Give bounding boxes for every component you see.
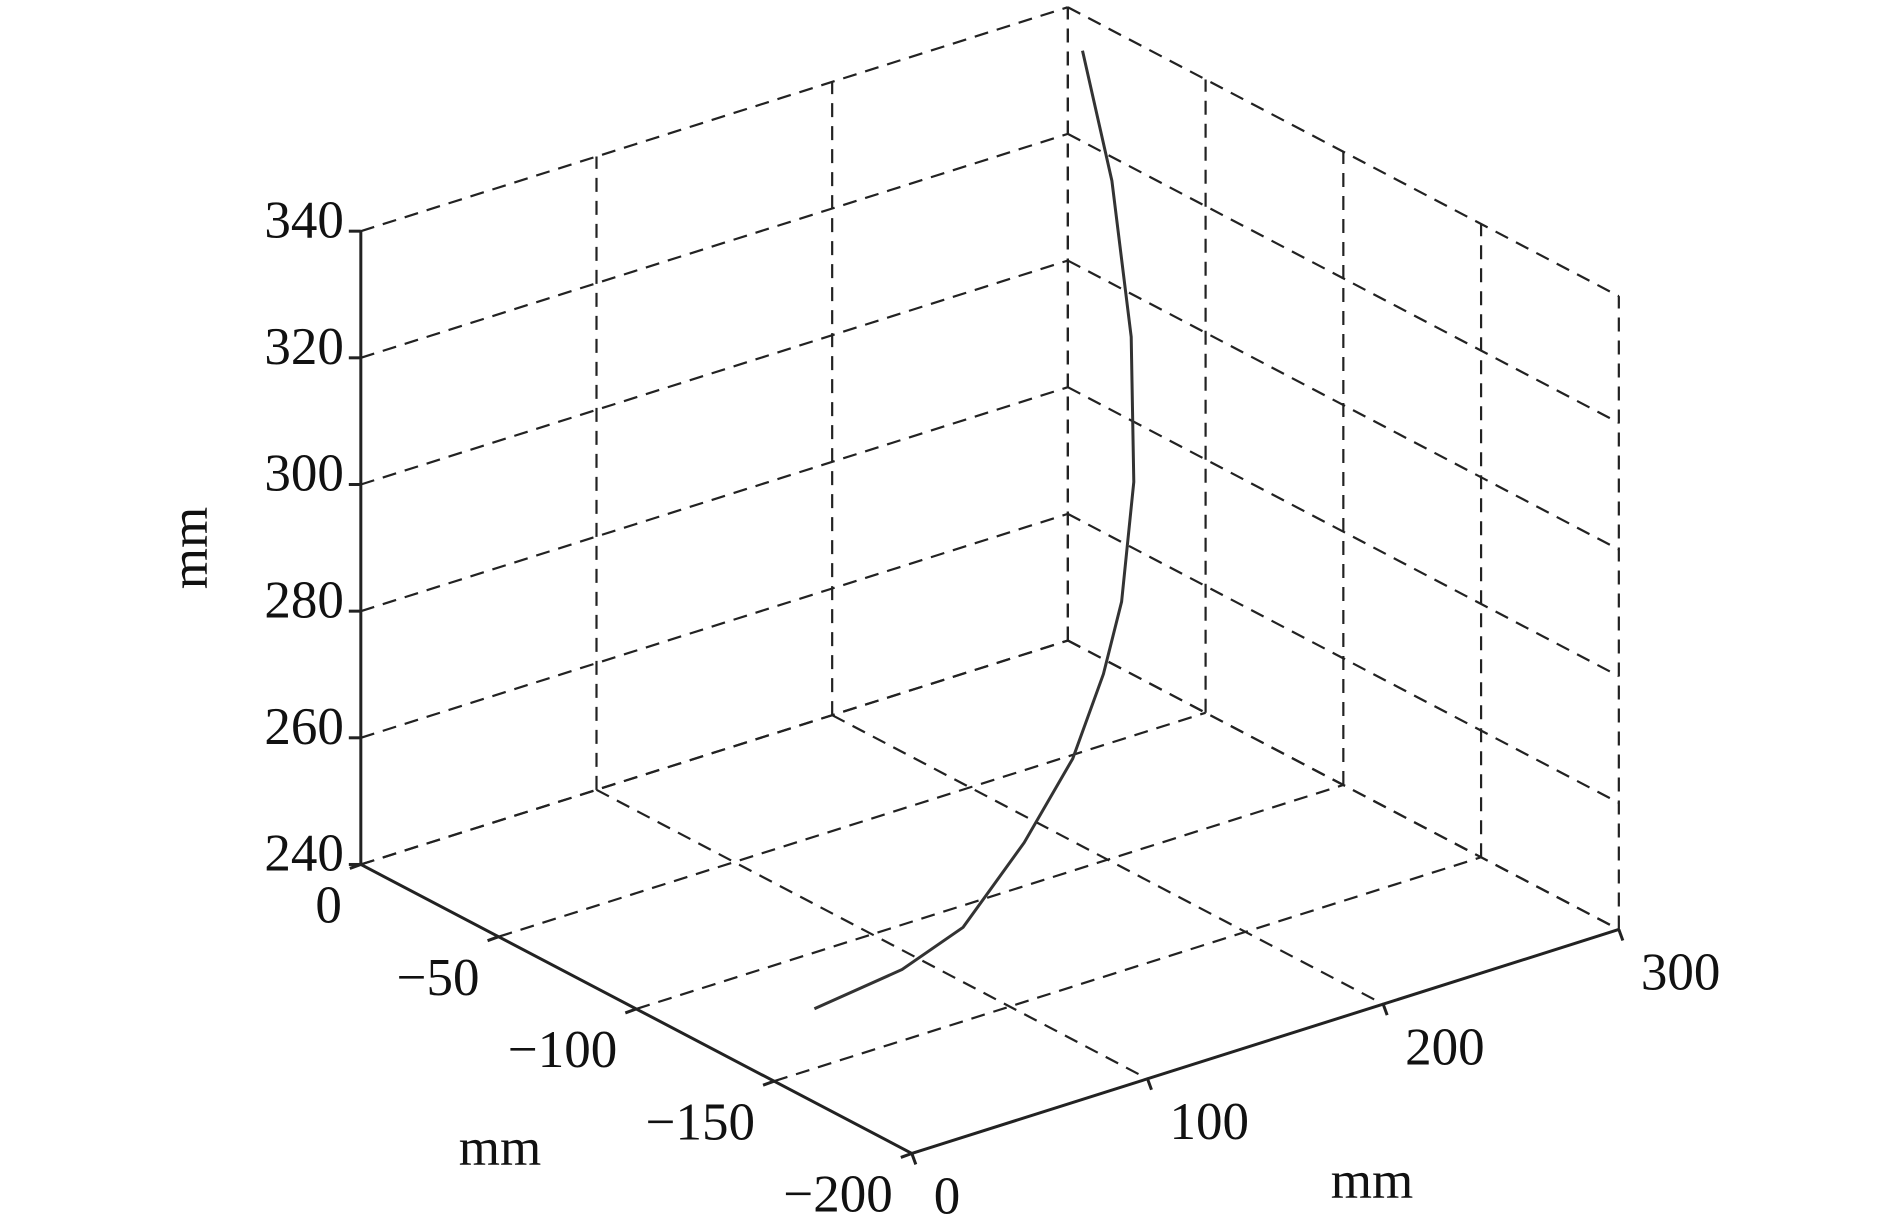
grid-line xyxy=(595,788,1148,1080)
x-tick-label: 100 xyxy=(1169,1093,1249,1151)
x-tick-label: 300 xyxy=(1641,944,1721,1002)
y-tick-label: −150 xyxy=(646,1093,755,1151)
grid-line xyxy=(1067,512,1620,804)
grid-line xyxy=(360,512,1069,739)
z-tick-label: 340 xyxy=(264,191,344,249)
y-tick-label: −50 xyxy=(397,949,480,1007)
z-tick-label: 320 xyxy=(264,318,344,376)
tick-mark xyxy=(349,863,362,870)
tick-mark xyxy=(900,1152,913,1159)
grid-line xyxy=(498,711,1206,938)
grid-line xyxy=(1067,132,1620,424)
y-tick-label: −100 xyxy=(508,1021,617,1079)
x-axis-label: mm xyxy=(1331,1152,1413,1210)
data-line xyxy=(813,50,1136,1011)
tick-mark xyxy=(624,1007,637,1015)
y-tick-label: 0 xyxy=(315,877,342,935)
z-tick-label: 300 xyxy=(264,445,344,503)
grid-line xyxy=(773,856,1482,1083)
grid-line xyxy=(360,132,1069,359)
grid-line xyxy=(1067,639,1620,931)
x-tick-label: 200 xyxy=(1405,1018,1485,1076)
tick-mark xyxy=(1146,1078,1153,1091)
grid-line xyxy=(1067,386,1620,678)
grid-line xyxy=(1067,259,1620,551)
tick-mark xyxy=(487,935,500,943)
tick-mark xyxy=(910,1152,918,1165)
y-axis-label: mm xyxy=(459,1119,541,1177)
grid-line xyxy=(360,386,1069,613)
grid-line xyxy=(360,639,1069,866)
z-tick-label: 260 xyxy=(264,698,344,756)
tick-mark xyxy=(1381,1003,1389,1016)
tick-mark xyxy=(1617,928,1625,942)
z-tick-label: 240 xyxy=(264,825,344,883)
z-axis-label: mm xyxy=(161,507,219,589)
z-tick-label: 280 xyxy=(264,571,344,629)
grid-line xyxy=(360,259,1069,486)
y-tick-label: −200 xyxy=(783,1166,892,1224)
x-axis xyxy=(911,928,1620,1155)
grid-line xyxy=(635,783,1344,1011)
grid-line xyxy=(1067,6,1620,298)
tick-mark xyxy=(762,1079,775,1087)
grid-line xyxy=(360,6,1069,233)
x-tick-label: 0 xyxy=(934,1168,961,1226)
